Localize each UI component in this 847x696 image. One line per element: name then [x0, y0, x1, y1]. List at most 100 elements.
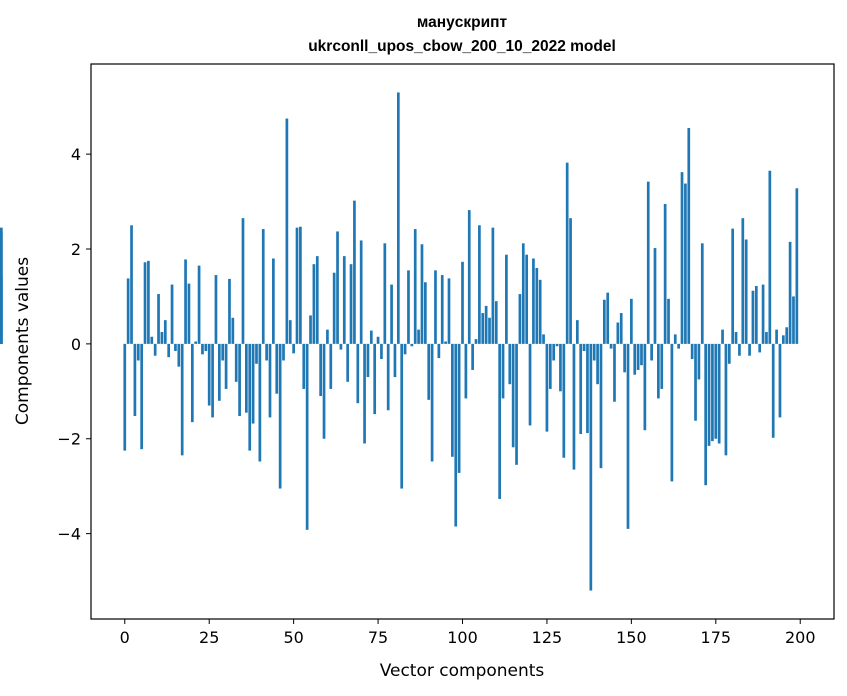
- bar: [153, 343, 157, 356]
- y-tick-label: −2: [57, 430, 81, 449]
- bar: [633, 343, 637, 375]
- y-axis-label: Components values: [13, 257, 33, 425]
- bar: [241, 218, 245, 344]
- bar: [167, 343, 171, 358]
- bar: [471, 343, 474, 370]
- bar: [741, 218, 745, 344]
- x-tick-label: 25: [199, 628, 219, 647]
- bar: [312, 264, 316, 344]
- bar: [180, 343, 184, 456]
- bar: [478, 225, 481, 344]
- bar: [572, 343, 576, 470]
- bar: [795, 188, 799, 344]
- bar: [684, 183, 687, 344]
- bar: [481, 313, 485, 344]
- bar: [457, 343, 461, 473]
- bar: [727, 343, 731, 364]
- bar: [292, 343, 295, 354]
- bar: [326, 329, 329, 344]
- bar: [613, 343, 616, 402]
- plot-frame: [90, 63, 835, 620]
- bar: [596, 343, 599, 385]
- bar: [322, 343, 326, 439]
- bar: [657, 343, 660, 399]
- bar: [356, 343, 360, 404]
- x-tick-label: 200: [785, 628, 816, 647]
- bar: [207, 343, 211, 406]
- bar: [545, 343, 549, 432]
- y-tick-label: 2: [71, 240, 81, 259]
- bar: [643, 343, 647, 431]
- bar: [302, 343, 306, 389]
- chart-title-line-2: ukrconll_upos_cbow_200_10_2022 model: [308, 38, 616, 55]
- bar: [724, 343, 728, 456]
- bar: [231, 317, 235, 344]
- bar: [680, 172, 684, 344]
- bar: [359, 240, 363, 344]
- bar: [157, 294, 160, 344]
- bar: [147, 260, 150, 344]
- bar: [518, 294, 522, 344]
- bar: [174, 343, 177, 351]
- bar: [451, 343, 454, 457]
- bar: [663, 203, 667, 344]
- bar: [373, 343, 377, 415]
- bar: [332, 272, 336, 344]
- bar: [623, 343, 626, 373]
- bar: [505, 254, 508, 344]
- bar: [255, 343, 258, 364]
- bar: [140, 343, 144, 450]
- bar: [511, 343, 515, 448]
- bar: [700, 243, 704, 344]
- bar: [295, 227, 299, 344]
- bar: [403, 343, 407, 355]
- bar: [177, 343, 181, 367]
- bar: [315, 256, 319, 344]
- bar: [690, 343, 694, 360]
- bar: [606, 292, 610, 344]
- bar: [430, 343, 434, 462]
- bar: [548, 343, 552, 389]
- bar: [214, 275, 218, 344]
- bar: [792, 296, 795, 344]
- bar: [245, 343, 248, 413]
- bar: [349, 264, 353, 344]
- bar: [261, 229, 265, 344]
- bar: [677, 343, 680, 349]
- bar: [211, 343, 214, 418]
- bar: [461, 261, 464, 344]
- bar: [744, 239, 748, 344]
- bar: [447, 278, 451, 344]
- bar: [488, 317, 491, 344]
- bar: [775, 329, 778, 344]
- bar: [559, 343, 562, 392]
- bar: [417, 329, 420, 344]
- bar: [170, 284, 174, 344]
- bar: [494, 301, 498, 344]
- bar: [299, 226, 302, 344]
- bar: [339, 343, 343, 350]
- bar: [602, 299, 606, 344]
- bar: [498, 343, 501, 499]
- y-tick-label: 0: [71, 335, 81, 354]
- bar: [234, 343, 238, 382]
- bar: [336, 231, 339, 344]
- bar: [268, 343, 272, 418]
- bar: [248, 343, 252, 451]
- bar: [532, 258, 535, 344]
- bar: [721, 329, 724, 344]
- y-ticks: −4 −2 0 2 4: [57, 145, 91, 544]
- bar: [126, 278, 130, 344]
- bar: [217, 343, 221, 401]
- bar: [380, 343, 383, 360]
- x-tick-label: 100: [447, 628, 478, 647]
- x-tick-label: 150: [616, 628, 647, 647]
- bar: [366, 343, 370, 378]
- bar: [785, 327, 789, 344]
- bar: [704, 343, 708, 486]
- bar: [717, 343, 721, 444]
- bar: [636, 343, 640, 370]
- bar: [278, 343, 282, 489]
- bars-group: [0, 92, 799, 591]
- bar: [528, 343, 532, 426]
